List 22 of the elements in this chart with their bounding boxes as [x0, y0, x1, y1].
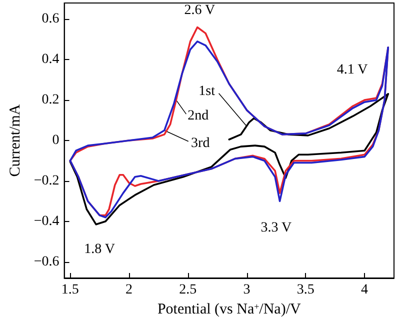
- y-tick-label: −0.6: [34, 254, 60, 270]
- annotation: 1st: [198, 84, 216, 99]
- x-axis-title: Potential (vs Na+/Na)/V: [157, 302, 302, 318]
- annotation: 2nd: [188, 108, 209, 124]
- y-tick-label: −0.4: [34, 214, 60, 229]
- x-tick-label: 4: [361, 282, 368, 298]
- annotation: 4.1 V: [336, 62, 368, 78]
- x-tick-label: 2: [126, 282, 133, 298]
- y-tick-label: 0.2: [42, 92, 60, 108]
- y-axis-title: Current/mA: [8, 104, 24, 177]
- annotation: 3.3 V: [260, 220, 292, 236]
- y-tick-label: 0.6: [42, 12, 60, 27]
- y-tick-label: −0.2: [34, 173, 60, 188]
- x-tick-label: 1.5: [61, 282, 79, 298]
- y-tick-label: 0: [52, 133, 60, 148]
- y-tick-label: 0.4: [42, 52, 60, 68]
- annotation: 1.8 V: [84, 242, 115, 257]
- annotation: 3rd: [191, 136, 210, 151]
- x-tick-label: 2.5: [179, 282, 197, 298]
- annotation: 2.6 V: [184, 2, 216, 18]
- x-tick-label: 3.5: [296, 282, 314, 298]
- x-tick-label: 3: [243, 282, 250, 298]
